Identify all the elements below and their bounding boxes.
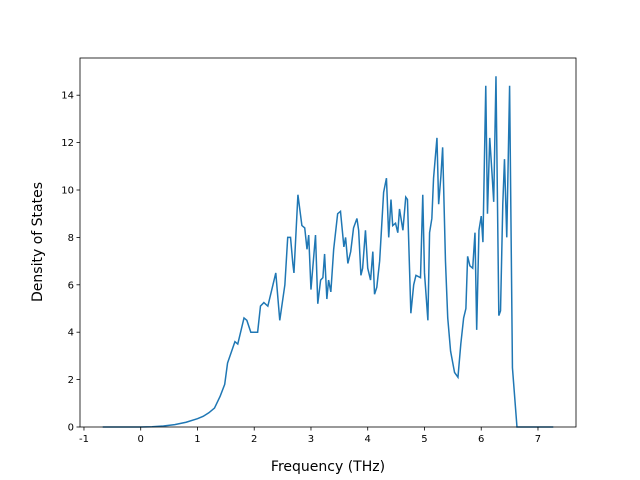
data-line [102, 76, 554, 428]
x-tick-label: 2 [251, 434, 257, 445]
y-tick-label: 10 [61, 186, 74, 197]
y-tick-label: 4 [68, 328, 74, 339]
y-tick-label: 8 [68, 233, 74, 244]
y-tick-label: 2 [68, 375, 74, 386]
x-tick-label: 3 [308, 434, 314, 445]
x-tick-label: 5 [421, 434, 427, 445]
x-tick-label: -1 [79, 434, 89, 445]
y-tick-label: 12 [61, 138, 74, 149]
x-tick-label: 7 [535, 434, 541, 445]
x-tick-label: 1 [194, 434, 200, 445]
x-tick-label: 0 [138, 434, 144, 445]
x-tick-label: 4 [365, 434, 371, 445]
y-tick-label: 14 [61, 91, 74, 102]
y-tick-label: 0 [68, 423, 74, 434]
x-axis-label: Frequency (THz) [271, 459, 385, 475]
y-tick-label: 6 [68, 280, 74, 291]
x-tick-label: 6 [478, 434, 484, 445]
plot-frame [79, 57, 577, 428]
y-axis-label: Density of States [30, 182, 46, 302]
